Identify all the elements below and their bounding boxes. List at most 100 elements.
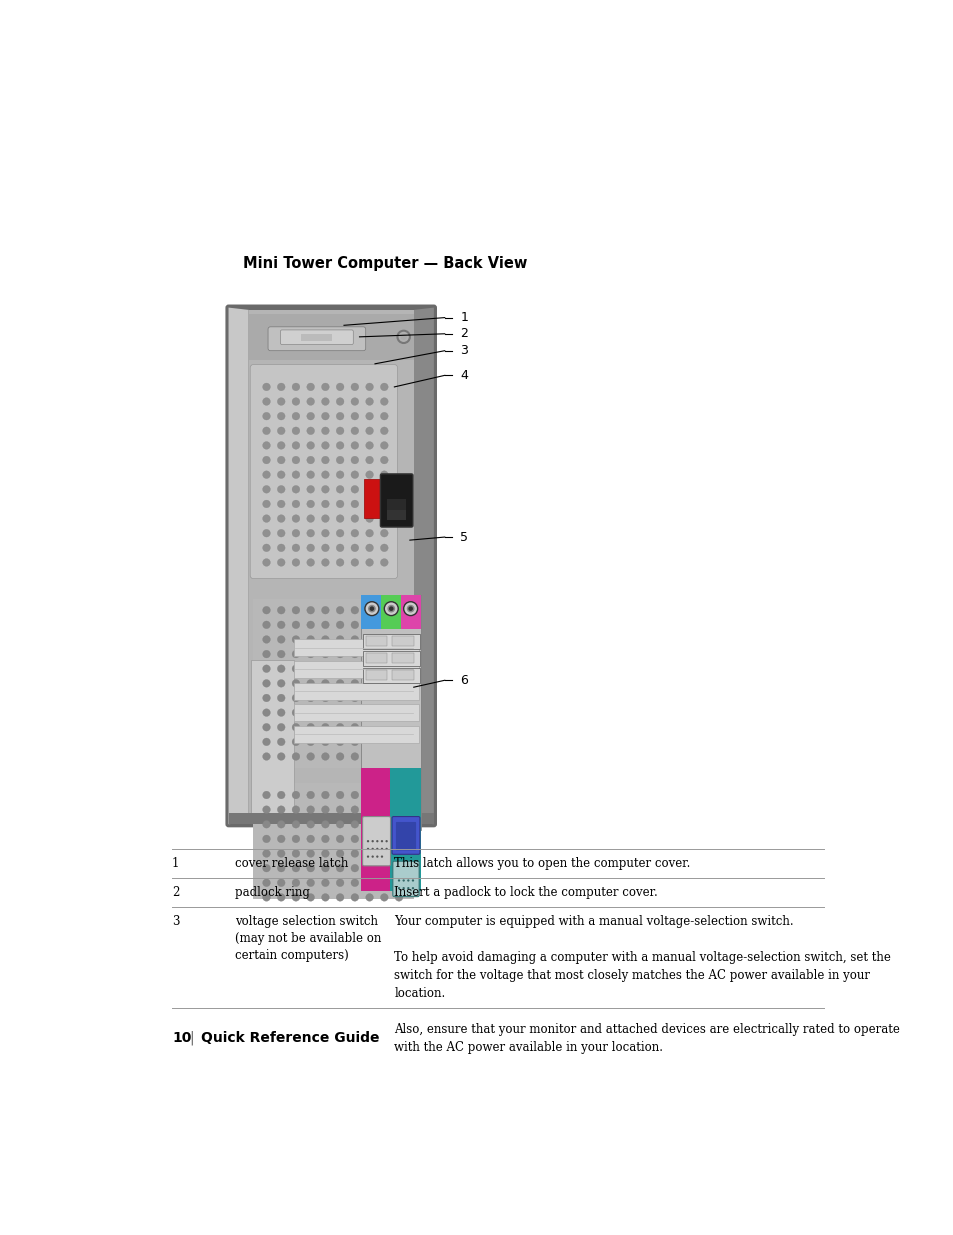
- FancyBboxPatch shape: [280, 330, 353, 345]
- Circle shape: [365, 850, 373, 857]
- Circle shape: [351, 543, 358, 552]
- Circle shape: [351, 664, 358, 673]
- Circle shape: [262, 530, 270, 537]
- Circle shape: [262, 739, 270, 746]
- Circle shape: [277, 752, 285, 761]
- Circle shape: [292, 543, 299, 552]
- Circle shape: [351, 471, 358, 478]
- Circle shape: [277, 864, 285, 872]
- Circle shape: [307, 664, 314, 673]
- Circle shape: [380, 412, 388, 420]
- Circle shape: [351, 792, 358, 799]
- Circle shape: [262, 752, 270, 761]
- Circle shape: [321, 835, 329, 842]
- Circle shape: [380, 471, 388, 478]
- Circle shape: [262, 709, 270, 716]
- Circle shape: [367, 840, 369, 842]
- Circle shape: [365, 752, 373, 761]
- Circle shape: [307, 442, 314, 450]
- Circle shape: [321, 694, 329, 701]
- Circle shape: [365, 894, 373, 902]
- Circle shape: [380, 606, 388, 614]
- FancyBboxPatch shape: [393, 861, 418, 897]
- Circle shape: [380, 515, 388, 522]
- Circle shape: [406, 605, 415, 613]
- Circle shape: [292, 835, 299, 842]
- Circle shape: [277, 709, 285, 716]
- Circle shape: [365, 601, 378, 615]
- Text: padlock ring: padlock ring: [235, 885, 310, 899]
- Circle shape: [395, 606, 402, 614]
- Circle shape: [307, 606, 314, 614]
- Circle shape: [321, 664, 329, 673]
- Circle shape: [389, 606, 394, 611]
- Circle shape: [292, 621, 299, 629]
- Circle shape: [365, 442, 373, 450]
- Circle shape: [307, 621, 314, 629]
- FancyBboxPatch shape: [268, 327, 365, 351]
- Circle shape: [384, 601, 397, 615]
- Circle shape: [321, 739, 329, 746]
- Circle shape: [407, 879, 409, 882]
- Circle shape: [292, 651, 299, 658]
- Circle shape: [262, 471, 270, 478]
- Circle shape: [292, 694, 299, 701]
- Circle shape: [335, 724, 344, 731]
- Bar: [387, 499, 406, 510]
- Bar: [401, 595, 421, 630]
- Circle shape: [262, 724, 270, 731]
- Circle shape: [277, 879, 285, 887]
- Circle shape: [292, 530, 299, 537]
- Circle shape: [307, 894, 314, 902]
- Circle shape: [380, 805, 388, 814]
- Circle shape: [365, 558, 373, 567]
- Circle shape: [292, 820, 299, 829]
- Circle shape: [321, 621, 329, 629]
- Circle shape: [321, 606, 329, 614]
- Text: 2: 2: [459, 327, 468, 341]
- Circle shape: [397, 331, 410, 343]
- Circle shape: [365, 471, 373, 478]
- Circle shape: [351, 694, 358, 701]
- Circle shape: [307, 515, 314, 522]
- Circle shape: [307, 383, 314, 390]
- Circle shape: [262, 383, 270, 390]
- Circle shape: [335, 820, 344, 829]
- Circle shape: [321, 412, 329, 420]
- Circle shape: [335, 679, 344, 687]
- Circle shape: [380, 530, 388, 537]
- Circle shape: [262, 515, 270, 522]
- Circle shape: [365, 530, 373, 537]
- Circle shape: [307, 427, 314, 435]
- Circle shape: [395, 709, 402, 716]
- Circle shape: [400, 333, 406, 340]
- Circle shape: [307, 412, 314, 420]
- Circle shape: [351, 636, 358, 643]
- Bar: [249, 314, 414, 359]
- Circle shape: [292, 456, 299, 464]
- Circle shape: [380, 621, 388, 629]
- Circle shape: [395, 636, 402, 643]
- Circle shape: [335, 383, 344, 390]
- Circle shape: [307, 820, 314, 829]
- Circle shape: [380, 879, 388, 887]
- Circle shape: [335, 427, 344, 435]
- Circle shape: [351, 485, 358, 493]
- Circle shape: [277, 515, 285, 522]
- Circle shape: [395, 850, 402, 857]
- Circle shape: [292, 805, 299, 814]
- Circle shape: [292, 894, 299, 902]
- Circle shape: [292, 792, 299, 799]
- Text: 1: 1: [459, 311, 468, 324]
- Text: 5: 5: [459, 531, 468, 543]
- Circle shape: [307, 558, 314, 567]
- Circle shape: [395, 621, 402, 629]
- Circle shape: [307, 543, 314, 552]
- Circle shape: [277, 500, 285, 508]
- Circle shape: [335, 694, 344, 701]
- Circle shape: [365, 606, 373, 614]
- FancyBboxPatch shape: [251, 661, 294, 818]
- Bar: [392, 636, 414, 646]
- Circle shape: [335, 864, 344, 872]
- Circle shape: [321, 805, 329, 814]
